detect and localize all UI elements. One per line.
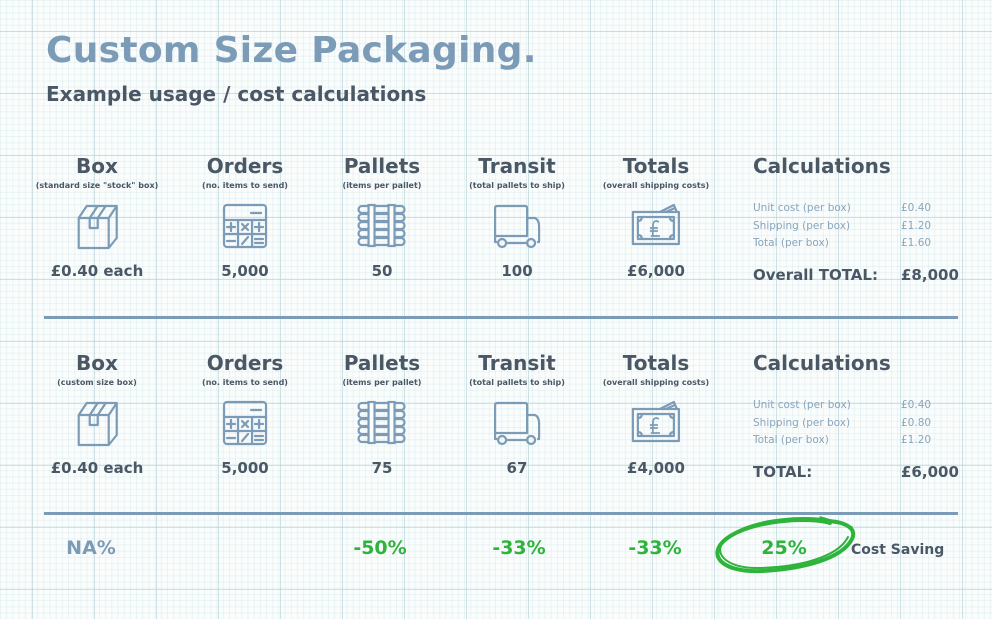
standard-box-section: Box (standard size "stock" box) £0.40 ea… [0,154,992,304]
page-title: Custom Size Packaging. [46,30,537,71]
column-value: £0.40 each [50,459,144,477]
totals-change-percent: -33% [628,537,682,559]
calculations-title: Calculations [753,351,891,375]
box-icon [71,399,123,447]
calc-value: £0.40 [901,399,932,411]
transit-change-percent: -33% [492,537,546,559]
column-title: Orders [206,351,284,375]
column-subtitle: (overall shipping costs) [602,181,710,190]
column-title: Pallets [343,351,421,375]
column-transit: Transit (total pallets to ship) 100 [469,154,565,280]
column-value: 100 [501,262,533,280]
column-orders: Orders (no. items to send) 5,000 [202,351,288,477]
calc-row-shipping: Shipping (per box) £1.20 [753,218,963,236]
column-value: 5,000 [221,459,269,477]
column-subtitle: (overall shipping costs) [602,378,710,387]
column-title: Transit [478,154,556,178]
calculations-title: Calculations [753,154,891,178]
column-transit: Transit (total pallets to ship) 67 [469,351,565,477]
pallet-icon [356,399,408,447]
truck-icon [491,399,543,447]
column-subtitle: (standard size "stock" box) [35,181,159,190]
calculations-rows: Unit cost (per box) £0.40 Shipping (per … [753,397,963,450]
box-change-percent: NA% [66,537,116,559]
calculations-rows: Unit cost (per box) £0.40 Shipping (per … [753,200,963,253]
column-title: Box [76,351,118,375]
column-title: Box [76,154,118,178]
calc-row-unit-cost: Unit cost (per box) £0.40 [753,397,963,415]
calc-value: £0.80 [901,416,932,429]
column-subtitle: (no. items to send) [202,378,288,387]
calculations-panel: Calculations Unit cost (per box) £0.40 S… [753,154,963,284]
overall-total-value: £8,000 [901,265,959,284]
column-value: 67 [506,459,528,477]
column-title: Orders [206,154,284,178]
calc-row-total-per-box: Total (per box) £1.60 [753,235,963,253]
overall-total-value: £6,000 [901,462,959,481]
calc-value: £1.60 [901,237,932,249]
calc-label: Total (per box) [753,237,829,249]
column-subtitle: (total pallets to ship) [469,378,565,387]
overall-total-label: Overall TOTAL: [753,265,878,284]
column-title: Transit [478,351,556,375]
overall-total: Overall TOTAL: £8,000 [753,266,963,284]
banknote-icon [630,399,682,447]
column-title: Totals [622,154,690,178]
truck-icon [491,202,543,250]
column-subtitle: (no. items to send) [202,181,288,190]
calculations-panel: Calculations Unit cost (per box) £0.40 S… [753,351,963,481]
pallets-change-percent: -50% [353,537,407,559]
section-divider [44,512,958,515]
calc-row-unit-cost: Unit cost (per box) £0.40 [753,200,963,218]
calc-label: Shipping (per box) [753,416,851,429]
column-title: Pallets [343,154,421,178]
column-box: Box (custom size box) £0.40 each [51,351,144,477]
column-value: £0.40 each [50,262,144,280]
column-subtitle: (items per pallet) [342,181,422,190]
column-title: Totals [622,351,690,375]
column-totals: Totals (overall shipping costs) £6,000 [603,154,709,280]
box-icon [71,202,123,250]
cost-saving-percent: 25% [761,537,807,559]
calc-label: Total (per box) [753,434,829,446]
cost-saving-label: Cost Saving [851,542,945,558]
column-orders: Orders (no. items to send) 5,000 [202,154,288,280]
custom-box-section: Box (custom size box) £0.40 each Orders … [0,351,992,501]
column-box: Box (standard size "stock" box) £0.40 ea… [36,154,159,280]
column-value: 50 [371,262,393,280]
column-value: 5,000 [221,262,269,280]
column-value: £4,000 [627,459,685,477]
column-value: £6,000 [627,262,685,280]
section-divider [44,316,958,319]
column-subtitle: (items per pallet) [342,378,422,387]
page-subtitle: Example usage / cost calculations [46,82,427,106]
calc-row-total-per-box: Total (per box) £1.20 [753,432,963,450]
column-pallets: Pallets (items per pallet) 75 [343,351,422,477]
calc-label: Unit cost (per box) [753,399,851,411]
column-totals: Totals (overall shipping costs) £4,000 [603,351,709,477]
calculator-icon [219,399,271,447]
column-value: 75 [371,459,393,477]
calc-value: £0.40 [901,202,932,214]
overall-total-label: TOTAL: [753,462,813,481]
calculator-icon [219,202,271,250]
overall-total: TOTAL: £6,000 [753,463,963,481]
banknote-icon [630,202,682,250]
calc-value: £1.20 [901,219,932,232]
column-subtitle: (custom size box) [57,378,137,387]
column-subtitle: (total pallets to ship) [469,181,565,190]
calc-value: £1.20 [901,434,932,446]
calc-row-shipping: Shipping (per box) £0.80 [753,415,963,433]
calc-label: Unit cost (per box) [753,202,851,214]
pallet-icon [356,202,408,250]
calc-label: Shipping (per box) [753,219,851,232]
highlight-circle-icon [715,516,856,574]
column-pallets: Pallets (items per pallet) 50 [343,154,422,280]
